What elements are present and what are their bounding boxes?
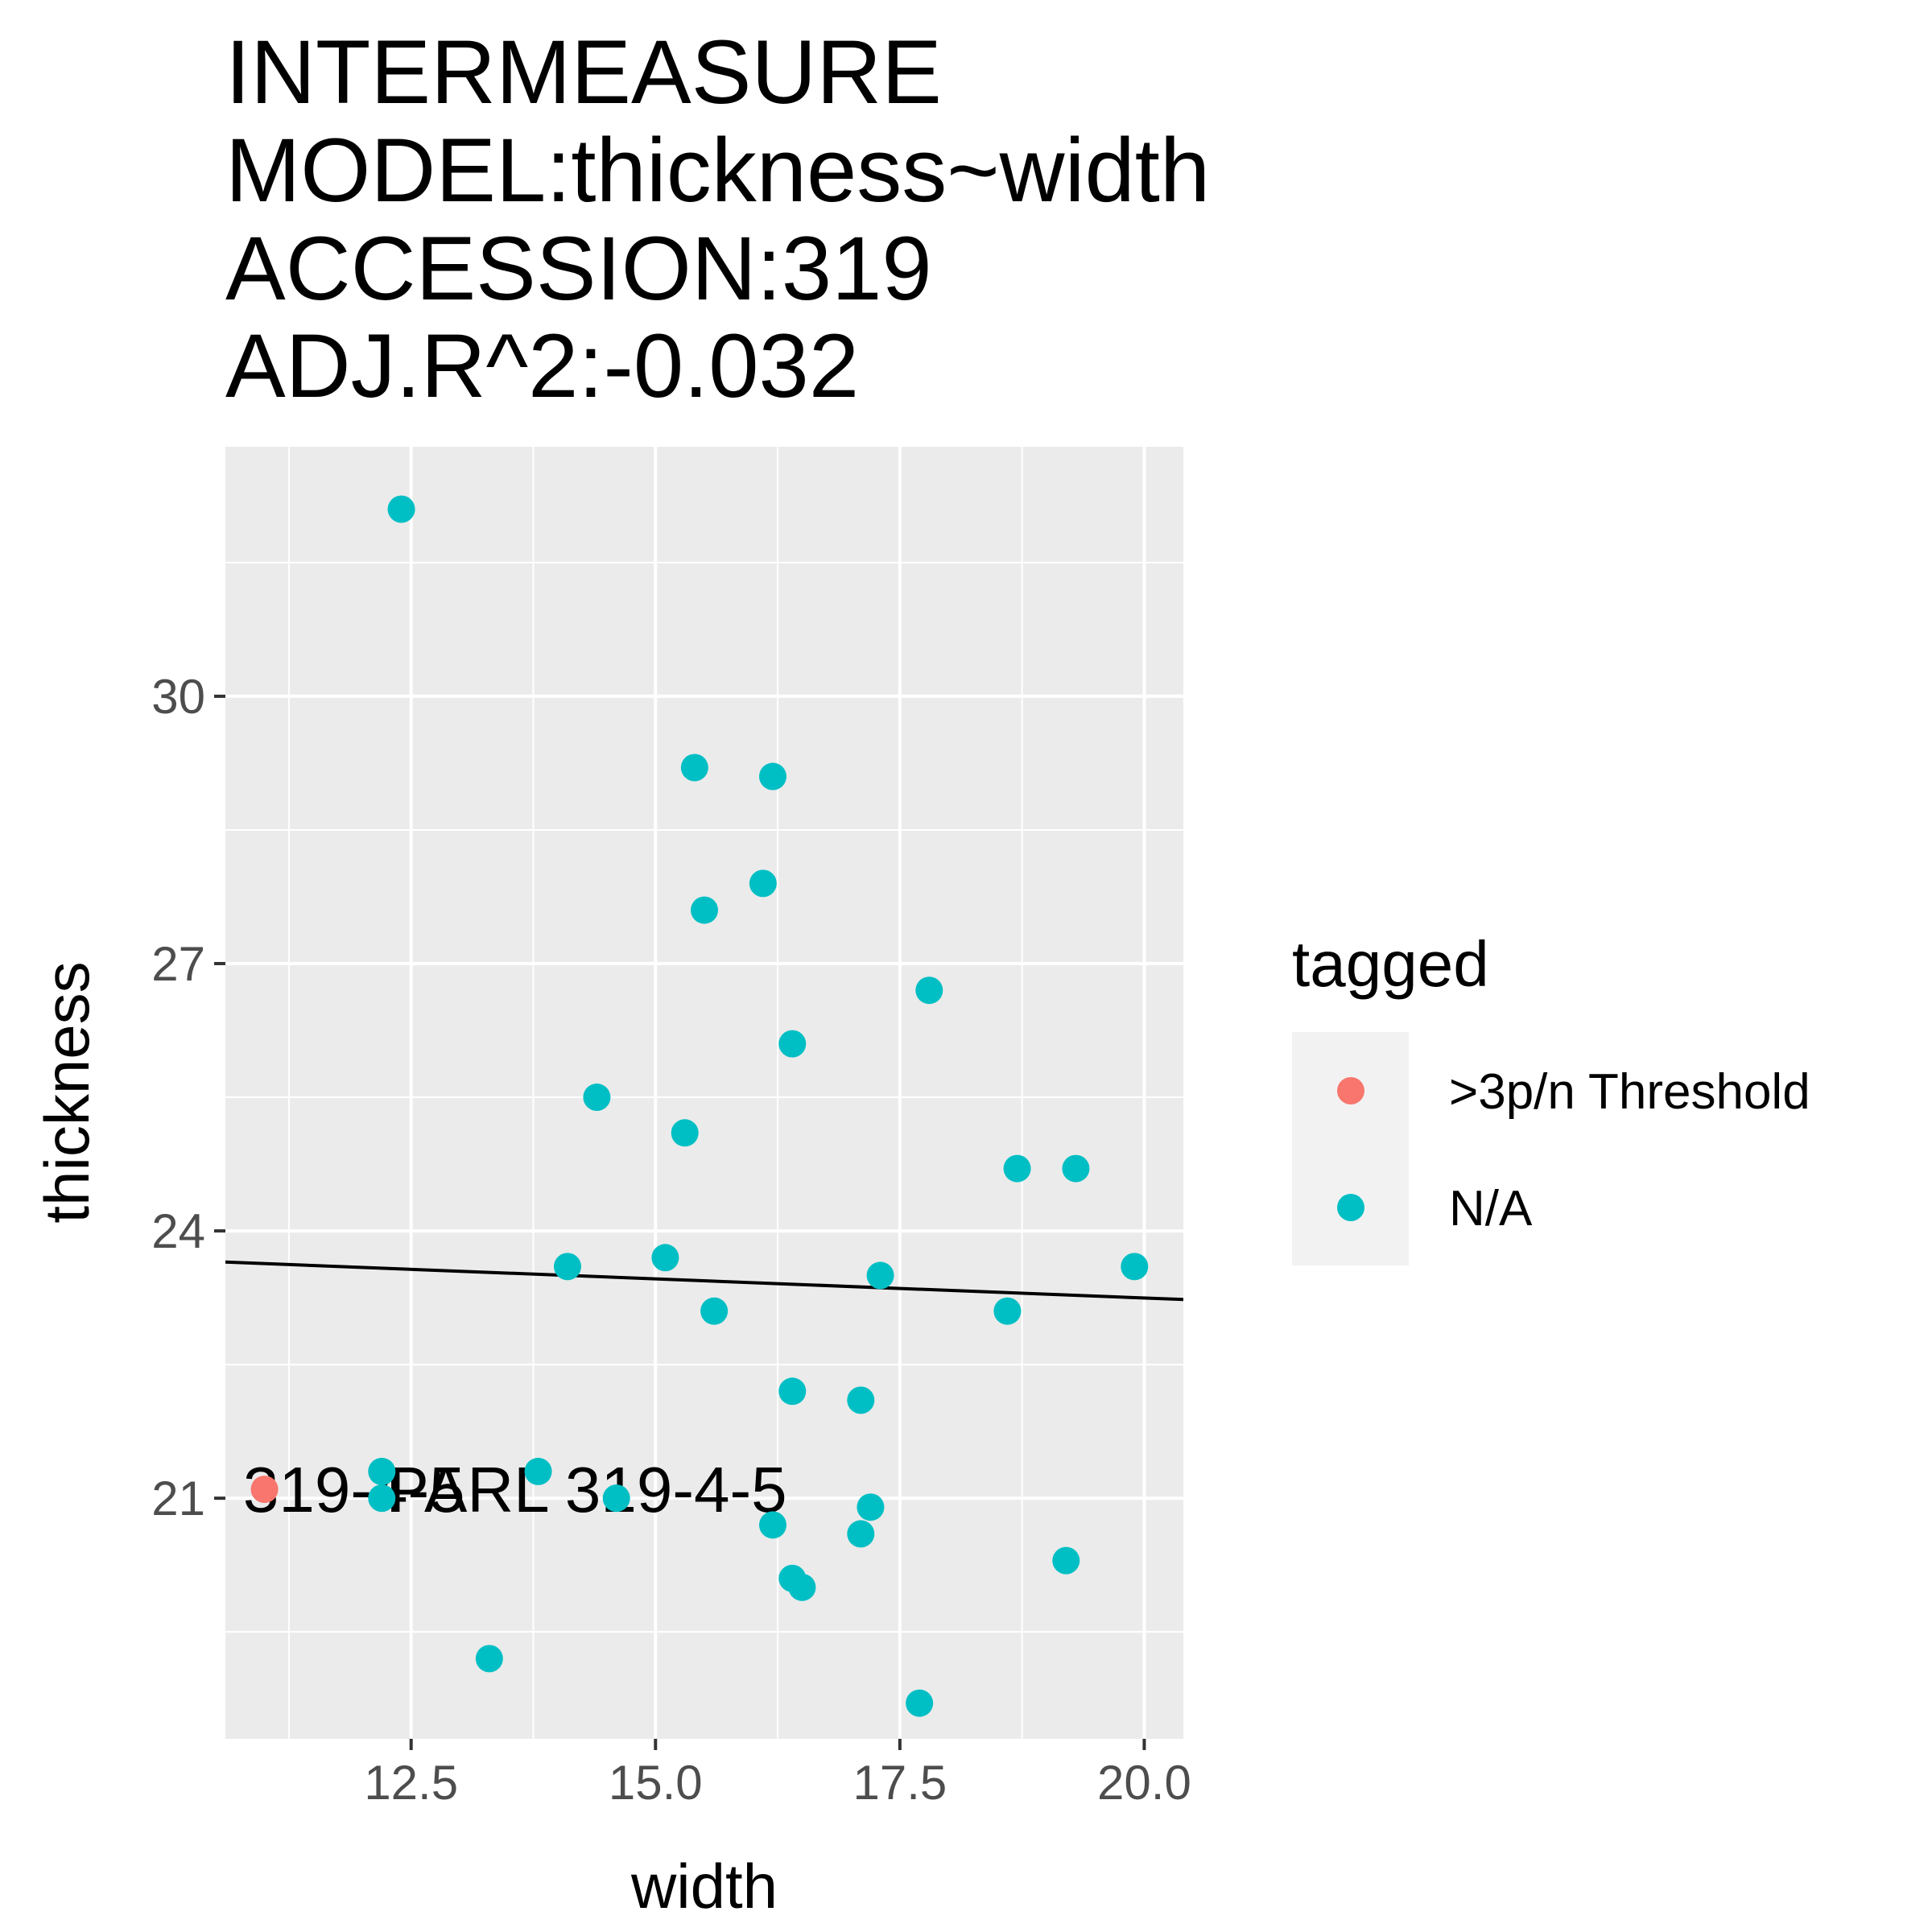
minor-gridlines xyxy=(225,447,1183,1739)
data-point xyxy=(847,1520,875,1548)
data-point xyxy=(749,869,777,898)
x-tick-label: 12.5 xyxy=(364,1756,458,1810)
data-point xyxy=(1062,1154,1090,1183)
data-point xyxy=(857,1493,885,1521)
data-point xyxy=(847,1386,875,1414)
data-point xyxy=(602,1484,630,1513)
data-point xyxy=(778,1030,807,1058)
x-tick-label: 15.0 xyxy=(609,1756,703,1810)
data-point xyxy=(993,1297,1022,1325)
data-point xyxy=(680,753,708,782)
data-point xyxy=(1052,1546,1080,1575)
legend-title: tagged xyxy=(1292,928,1489,1000)
x-axis-title: width xyxy=(630,1851,778,1922)
data-point xyxy=(915,976,943,1005)
data-point xyxy=(788,1573,816,1601)
legend-key-na xyxy=(1337,1194,1364,1221)
data-point xyxy=(583,1084,611,1112)
data-point xyxy=(475,1645,503,1673)
data-point xyxy=(250,1476,279,1504)
data-point xyxy=(368,1484,396,1513)
data-point xyxy=(778,1377,807,1406)
title-line: ACCESSION:319 xyxy=(225,218,932,319)
data-point xyxy=(387,495,415,523)
y-tick-label: 24 xyxy=(151,1204,205,1258)
y-axis-title: thickness xyxy=(31,961,102,1223)
title-line: MODEL:thickness~width xyxy=(225,120,1210,221)
legend: tagged >3p/n Threshold N/A xyxy=(1292,928,1810,1265)
data-point xyxy=(1121,1253,1149,1281)
data-point xyxy=(524,1457,552,1485)
title-line: ADJ.R^2:-0.032 xyxy=(225,316,859,416)
x-tick-label: 20.0 xyxy=(1097,1756,1191,1810)
data-point xyxy=(691,896,718,924)
title-line: INTERMEASURE xyxy=(225,22,942,122)
legend-key-threshold xyxy=(1337,1077,1364,1104)
y-axis-ticks: 21 24 27 30 xyxy=(151,670,225,1525)
legend-label: N/A xyxy=(1449,1181,1533,1236)
data-point xyxy=(1003,1154,1031,1183)
regression-line xyxy=(225,1260,1183,1302)
y-tick-label: 30 xyxy=(151,670,205,724)
y-tick-label: 27 xyxy=(151,937,205,991)
x-axis-ticks: 12.5 15.0 17.5 20.0 xyxy=(364,1739,1191,1810)
data-point xyxy=(866,1261,894,1290)
data-point xyxy=(700,1297,729,1325)
plot-panel xyxy=(225,447,1183,1739)
data-point xyxy=(554,1253,581,1281)
chart-title: INTERMEASURE MODEL:thickness~width ACCES… xyxy=(225,22,1210,416)
data-point xyxy=(671,1119,699,1147)
y-tick-label: 21 xyxy=(151,1472,205,1525)
data-point xyxy=(906,1689,934,1717)
data-point xyxy=(759,1511,786,1539)
legend-label: >3p/n Threshold xyxy=(1449,1064,1810,1120)
legend-keys-background xyxy=(1292,1032,1409,1265)
annotation-label: PARL 319-4-5 xyxy=(386,1454,787,1525)
data-point xyxy=(368,1457,396,1485)
data-point xyxy=(651,1244,679,1272)
x-tick-label: 17.5 xyxy=(852,1756,947,1810)
data-points xyxy=(250,495,1149,1717)
data-point xyxy=(759,762,786,791)
